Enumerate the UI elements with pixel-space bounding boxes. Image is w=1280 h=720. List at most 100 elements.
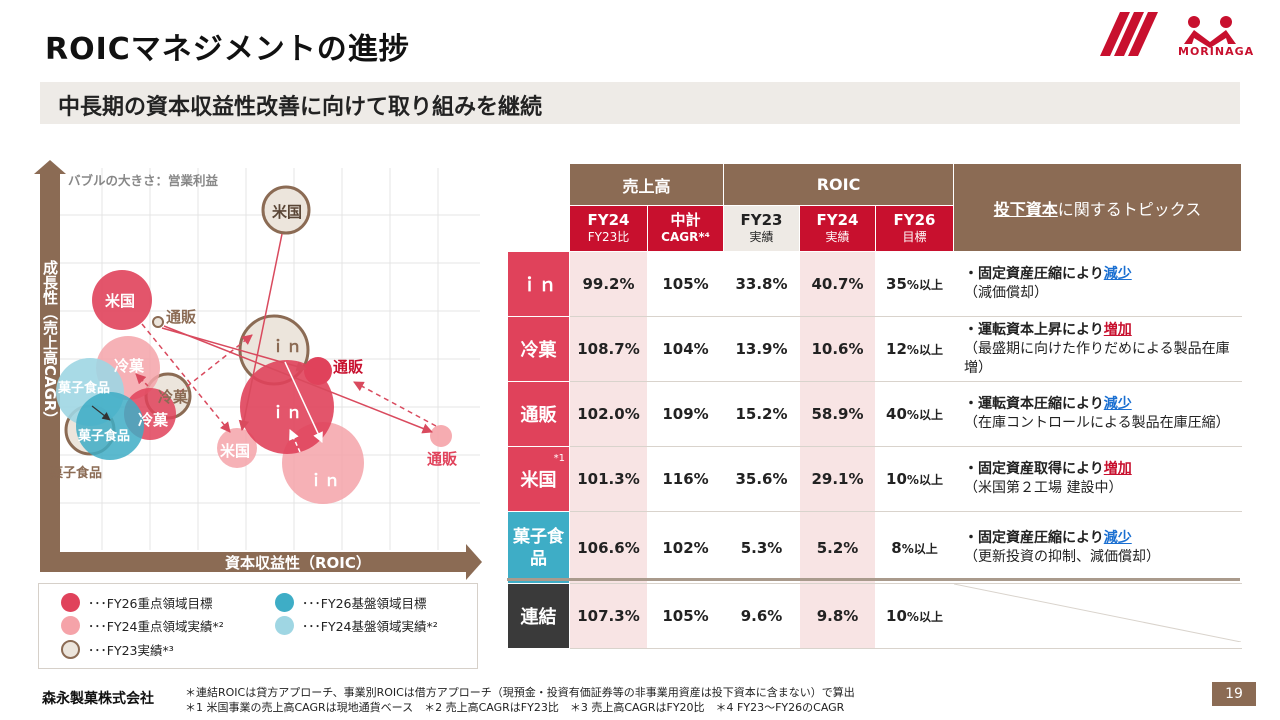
cell-roic-fy24: 58.9% xyxy=(799,381,876,447)
bubble-us-fy24 xyxy=(217,428,257,468)
row-head-us: 米国 *1 xyxy=(507,446,570,512)
corner-cell xyxy=(507,205,570,252)
bubble-size-note: バブルの大きさ：営業利益 xyxy=(68,173,219,188)
bubble-chart: バブルの大きさ：営業利益 資本収益性（ROIC） 成長性（売上高CAGR） xyxy=(34,160,482,580)
legend-swatch xyxy=(275,616,294,635)
table-divider xyxy=(507,578,1240,581)
cell-roic-fy24: 10.6% xyxy=(799,316,876,382)
row-head-consolidated: 連結 xyxy=(507,583,570,649)
cell-sales-fy24: 102.0% xyxy=(569,381,648,447)
page-title: ROICマネジメントの進捗 xyxy=(45,32,410,67)
cell-fy26: 10%以上 xyxy=(875,446,954,512)
arrow-kashi xyxy=(91,405,111,421)
label-reika-fy24: 冷菓 xyxy=(114,357,145,375)
bubble-us-fy23 xyxy=(261,185,311,235)
topics-header: 投下資本に関するトピックス xyxy=(953,163,1242,252)
label-tsuhan-fy23: 通販 xyxy=(166,308,197,326)
table-row: 連結 107.3% 105% 9.6% 9.8% 10%以上 xyxy=(507,583,1242,649)
y-axis-arrow xyxy=(34,160,66,174)
label-kashi-fy24: 菓子食品 xyxy=(57,380,110,396)
cell-roic-fy24: 9.8% xyxy=(799,583,876,649)
corner-cell xyxy=(507,163,570,206)
cell-fy26: 12%以上 xyxy=(875,316,954,382)
cell-cagr: 105% xyxy=(647,583,724,649)
footnotes: ＊連結ROICは貸方アプローチ、事業別ROICは借方アプローチ（現預金・投資有価… xyxy=(185,685,855,715)
chart-legend: ･･･FY26重点領域目標 ･･･FY26基盤領域目標 ･･･FY24重点領域実… xyxy=(38,583,478,669)
group-header-roic: ROIC xyxy=(723,163,954,206)
cell-sales-fy24: 108.7% xyxy=(569,316,648,382)
cell-sales-fy24: 101.3% xyxy=(569,446,648,512)
bubble-kashi-fy26 xyxy=(76,392,144,460)
arrows xyxy=(135,233,437,434)
x-axis-label: 資本収益性（ROIC） xyxy=(225,554,371,572)
group-header-sales: 売上高 xyxy=(569,163,724,206)
cell-cagr: 104% xyxy=(647,316,724,382)
label-in-fy24: ｉｎ xyxy=(308,471,340,490)
cell-roic-fy24: 5.2% xyxy=(799,511,876,584)
legend-item: ･･･FY26重点領域目標 xyxy=(61,593,212,612)
table-row: 通販 102.0% 109% 15.2% 58.9% 40%以上 ・運転資本圧縮… xyxy=(507,381,1242,447)
cell-sales-fy24: 106.6% xyxy=(569,511,648,584)
bubble-us-fy26 xyxy=(92,270,152,330)
page-number: 19 xyxy=(1212,682,1256,706)
cell-fy26: 8%以上 xyxy=(875,511,954,584)
table-row: 菓子食品 106.6% 102% 5.3% 5.2% 8%以上 ・固定資産圧縮に… xyxy=(507,511,1242,584)
col-header-roic-fy23: FY23 実績 xyxy=(723,205,800,252)
footnote-1: ＊連結ROICは貸方アプローチ、事業別ROICは借方アプローチ（現預金・投資有価… xyxy=(185,686,855,699)
cell-topic: ・固定資産圧縮により減少 （減価償却） xyxy=(953,251,1242,317)
label-tsuhan-fy26: 通販 xyxy=(333,358,364,376)
legend-swatch xyxy=(275,593,294,612)
footnote-2: ＊1 米国事業の売上高CAGRは現地通貨ベース ＊2 売上高CAGRはFY23比… xyxy=(185,701,845,714)
cell-roic-fy23: 13.9% xyxy=(723,316,800,382)
col-header-fy26: FY26 目標 xyxy=(875,205,954,252)
label-tsuhan-fy24: 通販 xyxy=(427,450,458,468)
label-reika-fy23: 冷菓 xyxy=(158,388,189,406)
col-header-chukei: 中計 CAGR*⁴ xyxy=(647,205,724,252)
subtitle: 中長期の資本収益性改善に向けて取り組みを継続 xyxy=(58,95,543,120)
cell-topic: ・運転資本上昇により増加 （最盛期に向けた作りだめによる製品在庫増） xyxy=(953,316,1242,382)
cell-roic-fy23: 9.6% xyxy=(723,583,800,649)
company-name: 森永製菓株式会社 xyxy=(42,691,154,707)
label-us-fy23: 米国 xyxy=(272,203,302,221)
cell-fy26: 35%以上 xyxy=(875,251,954,317)
cell-fy26: 10%以上 xyxy=(875,583,954,649)
diagonal-line xyxy=(953,583,1242,643)
label-in-fy23: ｉｎ xyxy=(270,337,302,356)
subtitle-bar: 中長期の資本収益性改善に向けて取り組みを継続 xyxy=(40,82,1240,124)
row-head-kashi: 菓子食品 xyxy=(507,511,570,584)
cell-sales-fy24: 107.3% xyxy=(569,583,648,649)
label-us-fy24: 米国 xyxy=(220,442,250,460)
logo-text: MORINAGA xyxy=(1178,45,1255,58)
legend-item: ･･･FY23実績*³ xyxy=(61,640,174,659)
roic-table: 売上高 ROIC 投下資本に関するトピックス FY24 FY23比 中計 CAGR*… xyxy=(507,163,1242,649)
cell-topic: ・固定資産圧縮により減少 （更新投資の抑制、減価償却） xyxy=(953,511,1242,584)
legend-item: ･･･FY24重点領域実績*² xyxy=(61,616,224,635)
label-in-fy26: ｉｎ xyxy=(270,403,302,422)
table-row: ｉｎ 99.2% 105% 33.8% 40.7% 35%以上 ・固定資産圧縮に… xyxy=(507,251,1242,317)
cell-fy26: 40%以上 xyxy=(875,381,954,447)
bubble-tsuhan-fy24 xyxy=(430,425,452,447)
legend-item: ･･･FY24基盤領域実績*² xyxy=(275,616,438,635)
cell-roic-fy24: 40.7% xyxy=(799,251,876,317)
row-head-in: ｉｎ xyxy=(507,251,570,317)
legend-item: ･･･FY26基盤領域目標 xyxy=(275,593,426,612)
y-axis-bar xyxy=(40,172,60,572)
cell-cagr: 105% xyxy=(647,251,724,317)
morinaga-logo xyxy=(1100,12,1236,56)
table-row: 米国 *1 101.3% 116% 35.6% 29.1% 10%以上 ・固定資産… xyxy=(507,446,1242,512)
row-head-reika: 冷菓 xyxy=(507,316,570,382)
legend-swatch xyxy=(61,593,80,612)
row-head-tsuhan: 通販 xyxy=(507,381,570,447)
x-axis-arrow xyxy=(466,544,482,580)
label-kashi-fy23: 菓子食品 xyxy=(49,465,102,481)
cell-cagr: 109% xyxy=(647,381,724,447)
cell-cagr: 102% xyxy=(647,511,724,584)
col-header-roic-fy24: FY24 実績 xyxy=(799,205,876,252)
table-row: 冷菓 108.7% 104% 13.9% 10.6% 12%以上 ・運転資本上昇… xyxy=(507,316,1242,382)
legend-swatch xyxy=(61,616,80,635)
arrows-white xyxy=(284,361,323,453)
cell-topic-empty xyxy=(953,583,1242,649)
cell-topic: ・固定資産取得により増加 （米国第２工場 建設中） xyxy=(953,446,1242,512)
label-us-fy26: 米国 xyxy=(105,292,135,310)
cell-roic-fy23: 35.6% xyxy=(723,446,800,512)
